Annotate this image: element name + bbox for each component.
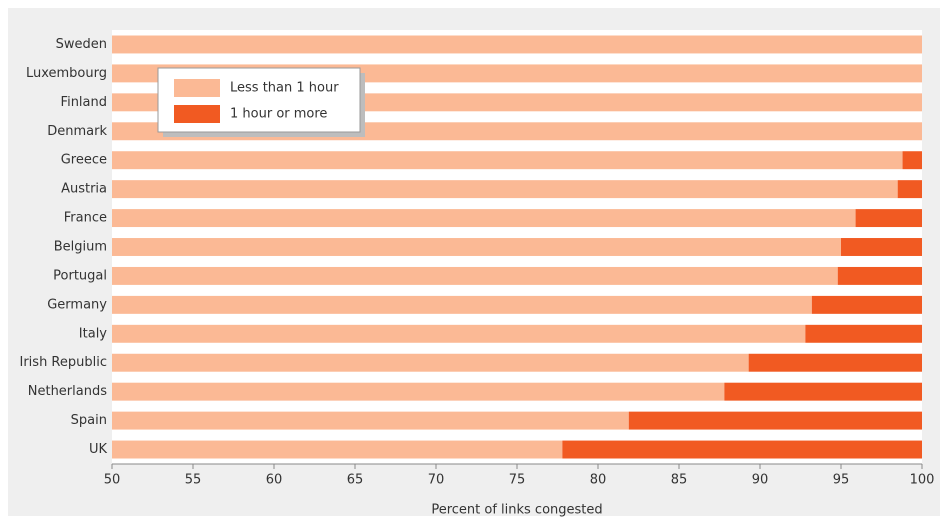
bar-segment [562, 440, 922, 459]
y-tick-label: Irish Republic [20, 355, 108, 370]
bar-segment [811, 295, 922, 314]
bar-segment [112, 440, 563, 459]
y-tick-label: Spain [71, 413, 107, 428]
bar-segment [628, 411, 922, 430]
bar-segment [855, 209, 922, 228]
bar-segment [724, 382, 922, 401]
bar-segment [112, 180, 898, 199]
x-tick-label: 65 [347, 473, 364, 488]
bar-segment [112, 324, 806, 343]
x-tick-label: 55 [185, 473, 202, 488]
x-tick-label: 70 [428, 473, 445, 488]
bar-segment [112, 266, 838, 285]
bar-segment [902, 151, 922, 170]
y-tick-label: Belgium [54, 240, 107, 255]
x-tick-label: 95 [833, 473, 850, 488]
bar-segment [897, 180, 922, 199]
bar-segment [805, 324, 922, 343]
x-tick-label: 60 [266, 473, 283, 488]
x-tick-label: 100 [910, 473, 935, 488]
bar-segment [841, 238, 922, 256]
bar-segment [748, 353, 922, 372]
x-tick-label: 90 [752, 473, 769, 488]
y-tick-label: Denmark [47, 124, 107, 139]
y-tick-label: Netherlands [28, 384, 107, 399]
y-tick-label: Finland [61, 95, 107, 110]
bar-segment [112, 151, 903, 170]
x-tick-label: 85 [671, 473, 688, 488]
bar-segment [112, 295, 812, 314]
y-tick-label: Italy [79, 326, 108, 341]
x-axis-label: Percent of links congested [431, 503, 602, 518]
x-tick-label: 50 [104, 473, 121, 488]
y-tick-label: Germany [47, 297, 107, 312]
y-tick-label: Austria [61, 182, 107, 197]
y-tick-label: Luxembourg [26, 66, 107, 81]
legend-swatch [174, 79, 220, 97]
x-tick-label: 80 [590, 473, 607, 488]
y-tick-label: Greece [61, 153, 107, 168]
bar-segment [837, 266, 922, 285]
legend-swatch [174, 105, 220, 123]
bar-segment [112, 411, 629, 430]
legend-label: Less than 1 hour [230, 81, 339, 96]
y-tick-label: Portugal [53, 268, 107, 283]
x-tick-label: 75 [509, 473, 526, 488]
bar-segment [112, 382, 725, 401]
bar-segment [112, 238, 841, 256]
bar-segment [112, 209, 856, 228]
y-tick-label: France [64, 211, 107, 226]
bar-segment [112, 353, 749, 372]
bar-segment [112, 35, 922, 54]
legend-label: 1 hour or more [230, 107, 327, 122]
y-tick-label: UK [89, 442, 108, 457]
y-tick-label: Sweden [56, 37, 107, 52]
